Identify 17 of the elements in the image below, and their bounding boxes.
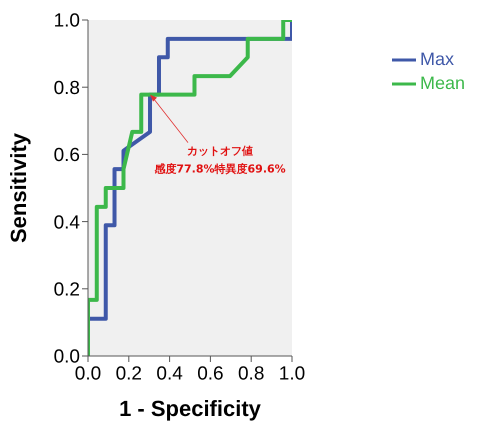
- x-tick-label: 0.6: [197, 363, 224, 384]
- annotation: 感度77.8%特異度69.6%: [153, 162, 286, 176]
- x-tick-label: 0.4: [156, 363, 184, 384]
- annotation: カットオフ値: [187, 144, 254, 158]
- x-tick-label: 0.0: [74, 363, 102, 384]
- x-tick-label: 1.0: [278, 363, 306, 384]
- x-axis-title: 1 - Specificity: [119, 396, 262, 421]
- y-tick-label: 0.6: [54, 145, 80, 166]
- legend-label: Mean: [420, 72, 466, 93]
- y-tick-label: 0.2: [54, 280, 80, 301]
- x-tick-label: 0.8: [238, 363, 264, 384]
- legend-label: Max: [420, 48, 454, 69]
- x-tick-label: 0.2: [116, 363, 142, 384]
- y-tick-label: 0.4: [54, 212, 80, 234]
- y-axis-title: Sensitivity: [6, 132, 31, 244]
- y-tick-label: 0.8: [54, 78, 80, 99]
- y-tick-label: 1.0: [54, 10, 80, 32]
